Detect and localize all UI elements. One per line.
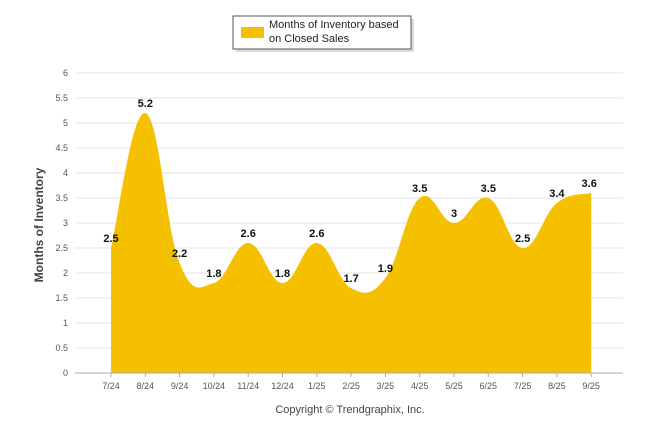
data-label: 2.5	[515, 233, 530, 245]
x-tick-label: 7/24	[102, 381, 120, 391]
data-label: 3.5	[481, 183, 496, 195]
x-tick-label: 4/25	[411, 381, 429, 391]
copyright-text: Copyright © Trendgraphix, Inc.	[275, 404, 424, 416]
data-label: 1.9	[378, 263, 393, 275]
x-tick-label: 8/25	[548, 381, 566, 391]
data-label: 3	[451, 208, 457, 220]
data-labels: 2.5 5.2 2.2 1.8 2.6 1.8 2.6 1.7 1.9 3.5 3 3.5 2.5 3.4…	[103, 98, 596, 285]
data-label: 1.8	[206, 268, 221, 280]
data-label: 3.6	[582, 178, 597, 190]
y-tick-label: 5.5	[55, 93, 68, 103]
x-tick-label: 6/25	[480, 381, 498, 391]
x-tick-label: 10/24	[203, 381, 226, 391]
data-label: 3.5	[412, 183, 427, 195]
x-tick-label: 12/24	[271, 381, 294, 391]
y-tick-label: 4	[63, 168, 68, 178]
y-tick-label: 3	[63, 218, 68, 228]
x-tick-label: 11/24	[237, 381, 259, 391]
y-tick-label: 6	[63, 68, 68, 78]
x-axis-ticks: 7/24 8/24 9/24 10/24 11/24 12/24 1/25 2/25 3/25 4…	[102, 373, 600, 391]
data-label: 2.6	[241, 228, 256, 240]
data-label: 2.6	[309, 228, 324, 240]
legend-label-line2: on Closed Sales	[269, 33, 350, 45]
x-tick-label: 1/25	[308, 381, 326, 391]
x-tick-label: 5/25	[445, 381, 463, 391]
x-tick-label: 2/25	[342, 381, 360, 391]
y-tick-label: 2	[63, 268, 68, 278]
y-tick-label: 0	[63, 368, 68, 378]
y-tick-label: 1	[63, 318, 68, 328]
y-tick-label: 3.5	[55, 193, 68, 203]
y-tick-label: 1.5	[55, 293, 68, 303]
y-tick-label: 2.5	[55, 243, 68, 253]
data-label: 5.2	[138, 98, 153, 110]
data-label: 2.2	[172, 248, 187, 260]
x-tick-label: 7/25	[514, 381, 532, 391]
legend-label-line1: Months of Inventory based	[269, 19, 399, 31]
x-tick-label: 3/25	[377, 381, 395, 391]
y-axis-title: Months of Inventory	[32, 167, 46, 282]
inventory-area	[111, 112, 592, 374]
data-label: 3.4	[549, 188, 565, 200]
x-tick-label: 9/24	[171, 381, 189, 391]
legend-swatch	[241, 27, 264, 38]
x-tick-label: 9/25	[582, 381, 600, 391]
data-label: 2.5	[103, 233, 118, 245]
data-label: 1.7	[343, 273, 358, 285]
y-tick-label: 4.5	[55, 143, 68, 153]
y-tick-label: 5	[63, 118, 68, 128]
y-tick-label: 0.5	[55, 343, 68, 353]
data-label: 1.8	[275, 268, 290, 280]
legend: Months of Inventory based on Closed Sale…	[232, 15, 414, 52]
x-tick-label: 8/24	[137, 381, 155, 391]
y-axis-ticks: 0 0.5 1 1.5 2 2.5 3 3.5 4 4.5 5 5.5 6	[55, 68, 68, 378]
